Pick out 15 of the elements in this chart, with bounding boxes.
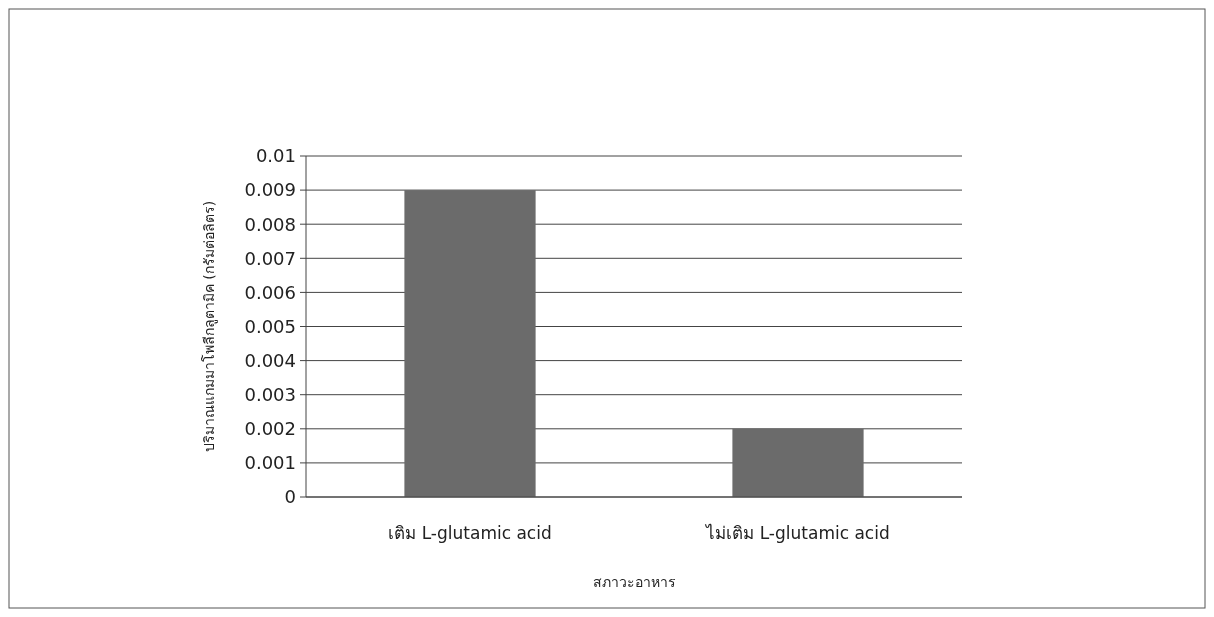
y-tick-label: 0 — [284, 486, 296, 508]
y-tick-label: 0.009 — [244, 179, 296, 201]
y-tick-label: 0.005 — [244, 315, 296, 337]
y-tick-label: 0.007 — [244, 247, 296, 269]
y-tick-label: 0.002 — [244, 418, 296, 440]
y-tick-label: 0.001 — [244, 452, 296, 474]
y-tick-label: 0.003 — [244, 384, 296, 405]
x-tick-label: ไม่เติม L-glutamic acid — [704, 523, 890, 543]
y-tick-label: 0.004 — [244, 349, 296, 371]
y-tick-label: 0.008 — [244, 213, 296, 235]
y-axis-title: ปริมาณแกมมาโพลีกลูตามิค (กรัมต่อลิตร) — [201, 200, 218, 453]
y-tick-label: 0.006 — [244, 281, 296, 303]
y-tick-label: 0.01 — [255, 145, 296, 167]
x-tick-label: เติม L-glutamic acid — [388, 523, 552, 543]
x-axis-title: สภาวะอาหาร — [592, 574, 676, 590]
